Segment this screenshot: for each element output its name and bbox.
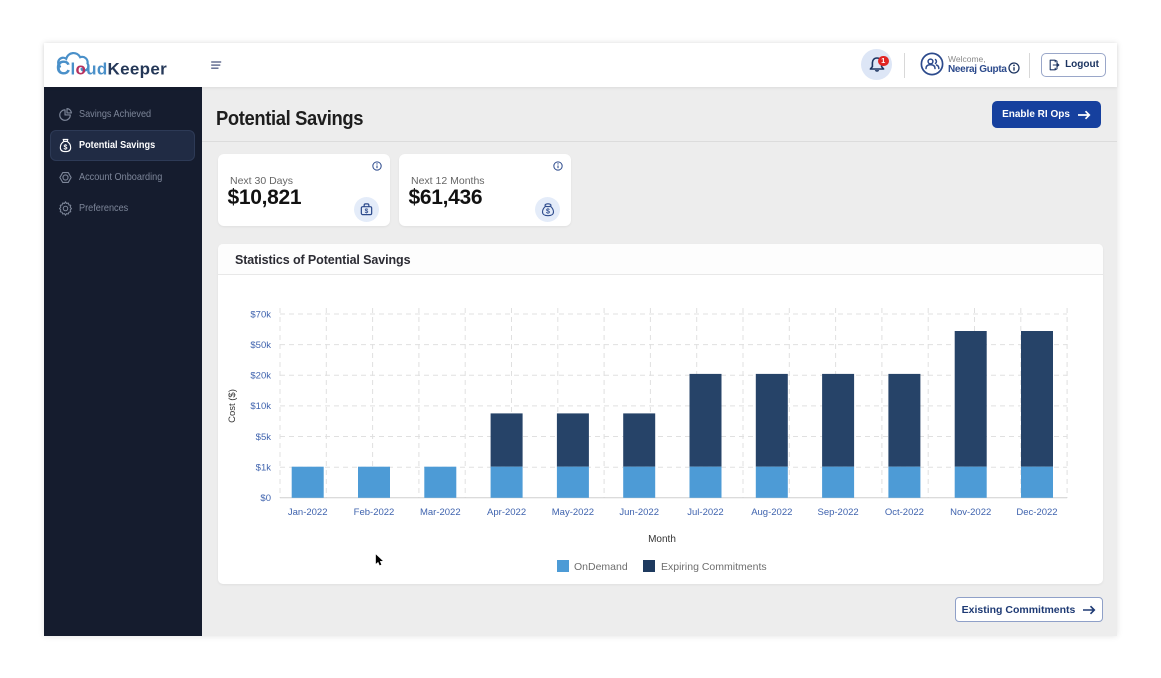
svg-text:Dec-2022: Dec-2022 [1016, 507, 1057, 518]
svg-text:Jun-2022: Jun-2022 [619, 507, 659, 518]
svg-text:$0: $0 [260, 493, 271, 504]
svg-text:Jan-2022: Jan-2022 [288, 507, 328, 518]
svg-text:Expiring Commitments: Expiring Commitments [661, 561, 767, 573]
svg-text:Jul-2022: Jul-2022 [687, 507, 723, 518]
svg-text:$: $ [546, 208, 550, 215]
svg-text:CloudKeeper: CloudKeeper [56, 58, 167, 80]
svg-text:$20k: $20k [250, 371, 271, 382]
svg-text:OnDemand: OnDemand [574, 561, 628, 573]
svg-text:Apr-2022: Apr-2022 [487, 507, 526, 518]
svg-text:$50k: $50k [250, 340, 271, 351]
svg-text:Nov-2022: Nov-2022 [950, 507, 991, 518]
svg-text:Cost ($): Cost ($) [227, 389, 238, 423]
svg-text:Oct-2022: Oct-2022 [885, 507, 924, 518]
svg-text:$: $ [64, 144, 68, 151]
svg-text:Feb-2022: Feb-2022 [354, 507, 395, 518]
svg-text:$5k: $5k [256, 432, 272, 443]
svg-text:Aug-2022: Aug-2022 [751, 507, 792, 518]
svg-text:May-2022: May-2022 [552, 507, 594, 518]
svg-text:$: $ [365, 208, 369, 215]
svg-text:$70k: $70k [250, 309, 271, 320]
svg-text:Month: Month [648, 534, 676, 545]
svg-text:Sep-2022: Sep-2022 [817, 507, 858, 518]
svg-text:Mar-2022: Mar-2022 [420, 507, 461, 518]
svg-text:$10k: $10k [250, 401, 271, 412]
svg-text:$1k: $1k [256, 463, 272, 474]
